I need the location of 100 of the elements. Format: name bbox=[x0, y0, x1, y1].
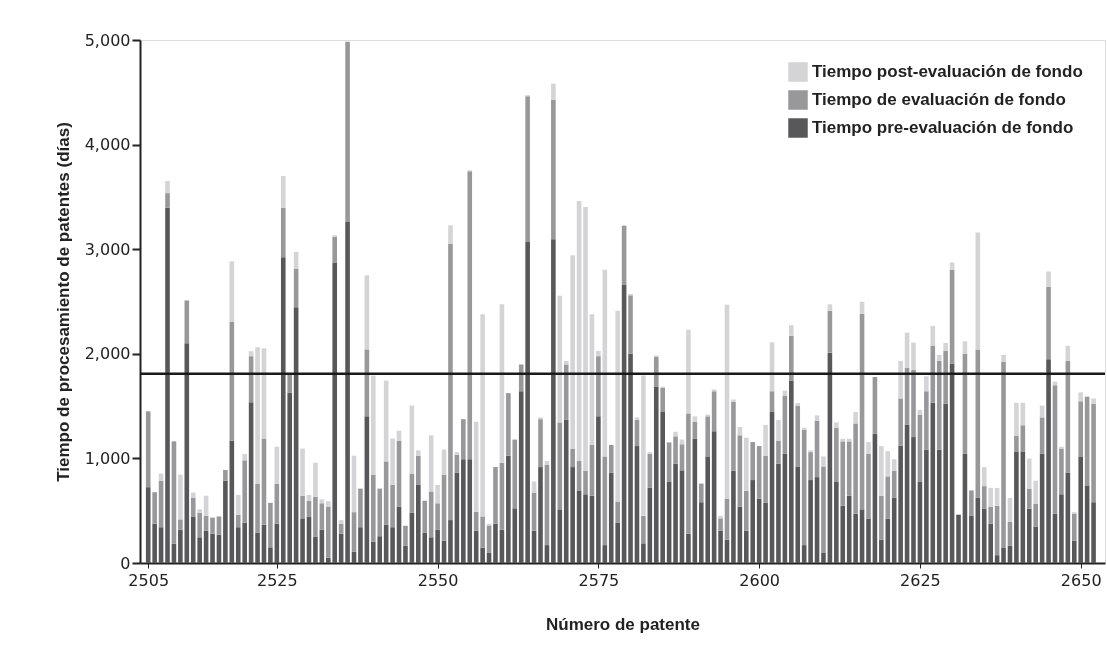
bar bbox=[178, 474, 183, 520]
bar bbox=[776, 463, 781, 563]
bar bbox=[821, 552, 826, 563]
x-axis-title: Número de patente bbox=[546, 614, 700, 634]
bar bbox=[403, 545, 408, 563]
bar bbox=[538, 419, 543, 468]
bar bbox=[898, 398, 903, 446]
bar bbox=[1001, 547, 1006, 563]
bar bbox=[165, 207, 170, 563]
bar bbox=[596, 356, 601, 417]
bar bbox=[731, 470, 736, 563]
y-axis-title: Tiempo de procesamiento de patentes (días) bbox=[53, 122, 73, 482]
bar bbox=[390, 527, 395, 563]
bar bbox=[634, 417, 640, 420]
bar bbox=[821, 466, 826, 553]
y-tick-label: 3,000 bbox=[84, 239, 131, 259]
bar bbox=[956, 514, 961, 563]
bar bbox=[313, 536, 318, 563]
bar bbox=[763, 424, 768, 456]
bar bbox=[255, 483, 260, 533]
bar bbox=[608, 444, 614, 473]
bar bbox=[653, 356, 659, 387]
bar bbox=[313, 462, 318, 497]
bar bbox=[538, 467, 543, 563]
bar bbox=[821, 456, 826, 467]
bar bbox=[891, 459, 897, 471]
bar bbox=[480, 547, 485, 563]
bar bbox=[583, 207, 588, 471]
bar bbox=[911, 437, 916, 563]
bar bbox=[686, 329, 691, 414]
bar bbox=[891, 470, 897, 498]
bar bbox=[615, 501, 620, 523]
bar bbox=[660, 387, 665, 413]
x-tick-label: 2505 bbox=[128, 570, 170, 590]
bar bbox=[969, 490, 974, 516]
bar bbox=[898, 360, 903, 399]
bar bbox=[1014, 402, 1019, 437]
bar bbox=[673, 431, 678, 437]
bar bbox=[917, 409, 923, 415]
bar bbox=[1014, 451, 1019, 563]
y-tick-label: 4,000 bbox=[84, 135, 131, 155]
bar bbox=[145, 411, 151, 488]
bar bbox=[371, 375, 376, 475]
bar bbox=[178, 529, 183, 563]
bar bbox=[795, 405, 801, 467]
bar bbox=[300, 448, 305, 496]
bar bbox=[866, 453, 871, 519]
bar bbox=[969, 515, 974, 563]
y-tick-label: 5,000 bbox=[84, 30, 131, 50]
bar bbox=[673, 436, 678, 464]
bar bbox=[416, 455, 421, 485]
bar bbox=[943, 343, 948, 351]
bar bbox=[403, 525, 408, 546]
y-tick-label: 0 bbox=[120, 553, 131, 573]
bar bbox=[1046, 271, 1051, 287]
x-tick-label: 2550 bbox=[417, 570, 459, 590]
bar bbox=[1014, 436, 1019, 452]
bar bbox=[216, 516, 222, 535]
bar bbox=[435, 503, 440, 530]
bar bbox=[422, 500, 428, 533]
bar bbox=[493, 523, 498, 563]
bar bbox=[641, 515, 646, 544]
bar bbox=[1046, 359, 1051, 563]
bar bbox=[936, 354, 942, 361]
bar bbox=[1091, 502, 1096, 563]
bar bbox=[750, 442, 756, 481]
bar bbox=[1059, 448, 1064, 495]
bar bbox=[808, 480, 813, 563]
bar bbox=[718, 530, 723, 563]
bar bbox=[866, 442, 871, 454]
bar bbox=[1071, 513, 1077, 541]
bar bbox=[325, 506, 331, 558]
bar bbox=[300, 518, 305, 563]
y-tick-label: 2,000 bbox=[84, 344, 131, 364]
bar bbox=[358, 488, 363, 528]
bar bbox=[268, 502, 273, 548]
bar bbox=[325, 501, 331, 507]
bar bbox=[235, 495, 241, 515]
bar bbox=[557, 295, 563, 423]
bar bbox=[615, 310, 620, 502]
bar bbox=[692, 416, 698, 422]
bar bbox=[1078, 392, 1084, 402]
bar bbox=[795, 403, 801, 406]
bar bbox=[641, 375, 646, 516]
y-tick-label: 1,000 bbox=[84, 448, 131, 468]
bar bbox=[949, 262, 955, 270]
bar bbox=[338, 520, 344, 524]
bar bbox=[763, 502, 768, 563]
bar bbox=[827, 304, 833, 311]
bar bbox=[776, 419, 781, 441]
bar bbox=[448, 520, 453, 563]
bar bbox=[448, 225, 453, 244]
bar bbox=[981, 467, 987, 487]
bar bbox=[416, 450, 421, 456]
bar bbox=[306, 495, 312, 501]
x-tick-label: 2575 bbox=[578, 570, 620, 590]
bar bbox=[280, 175, 286, 208]
bar bbox=[1091, 398, 1096, 404]
x-tick-label: 2525 bbox=[256, 570, 298, 590]
bar bbox=[345, 222, 350, 563]
